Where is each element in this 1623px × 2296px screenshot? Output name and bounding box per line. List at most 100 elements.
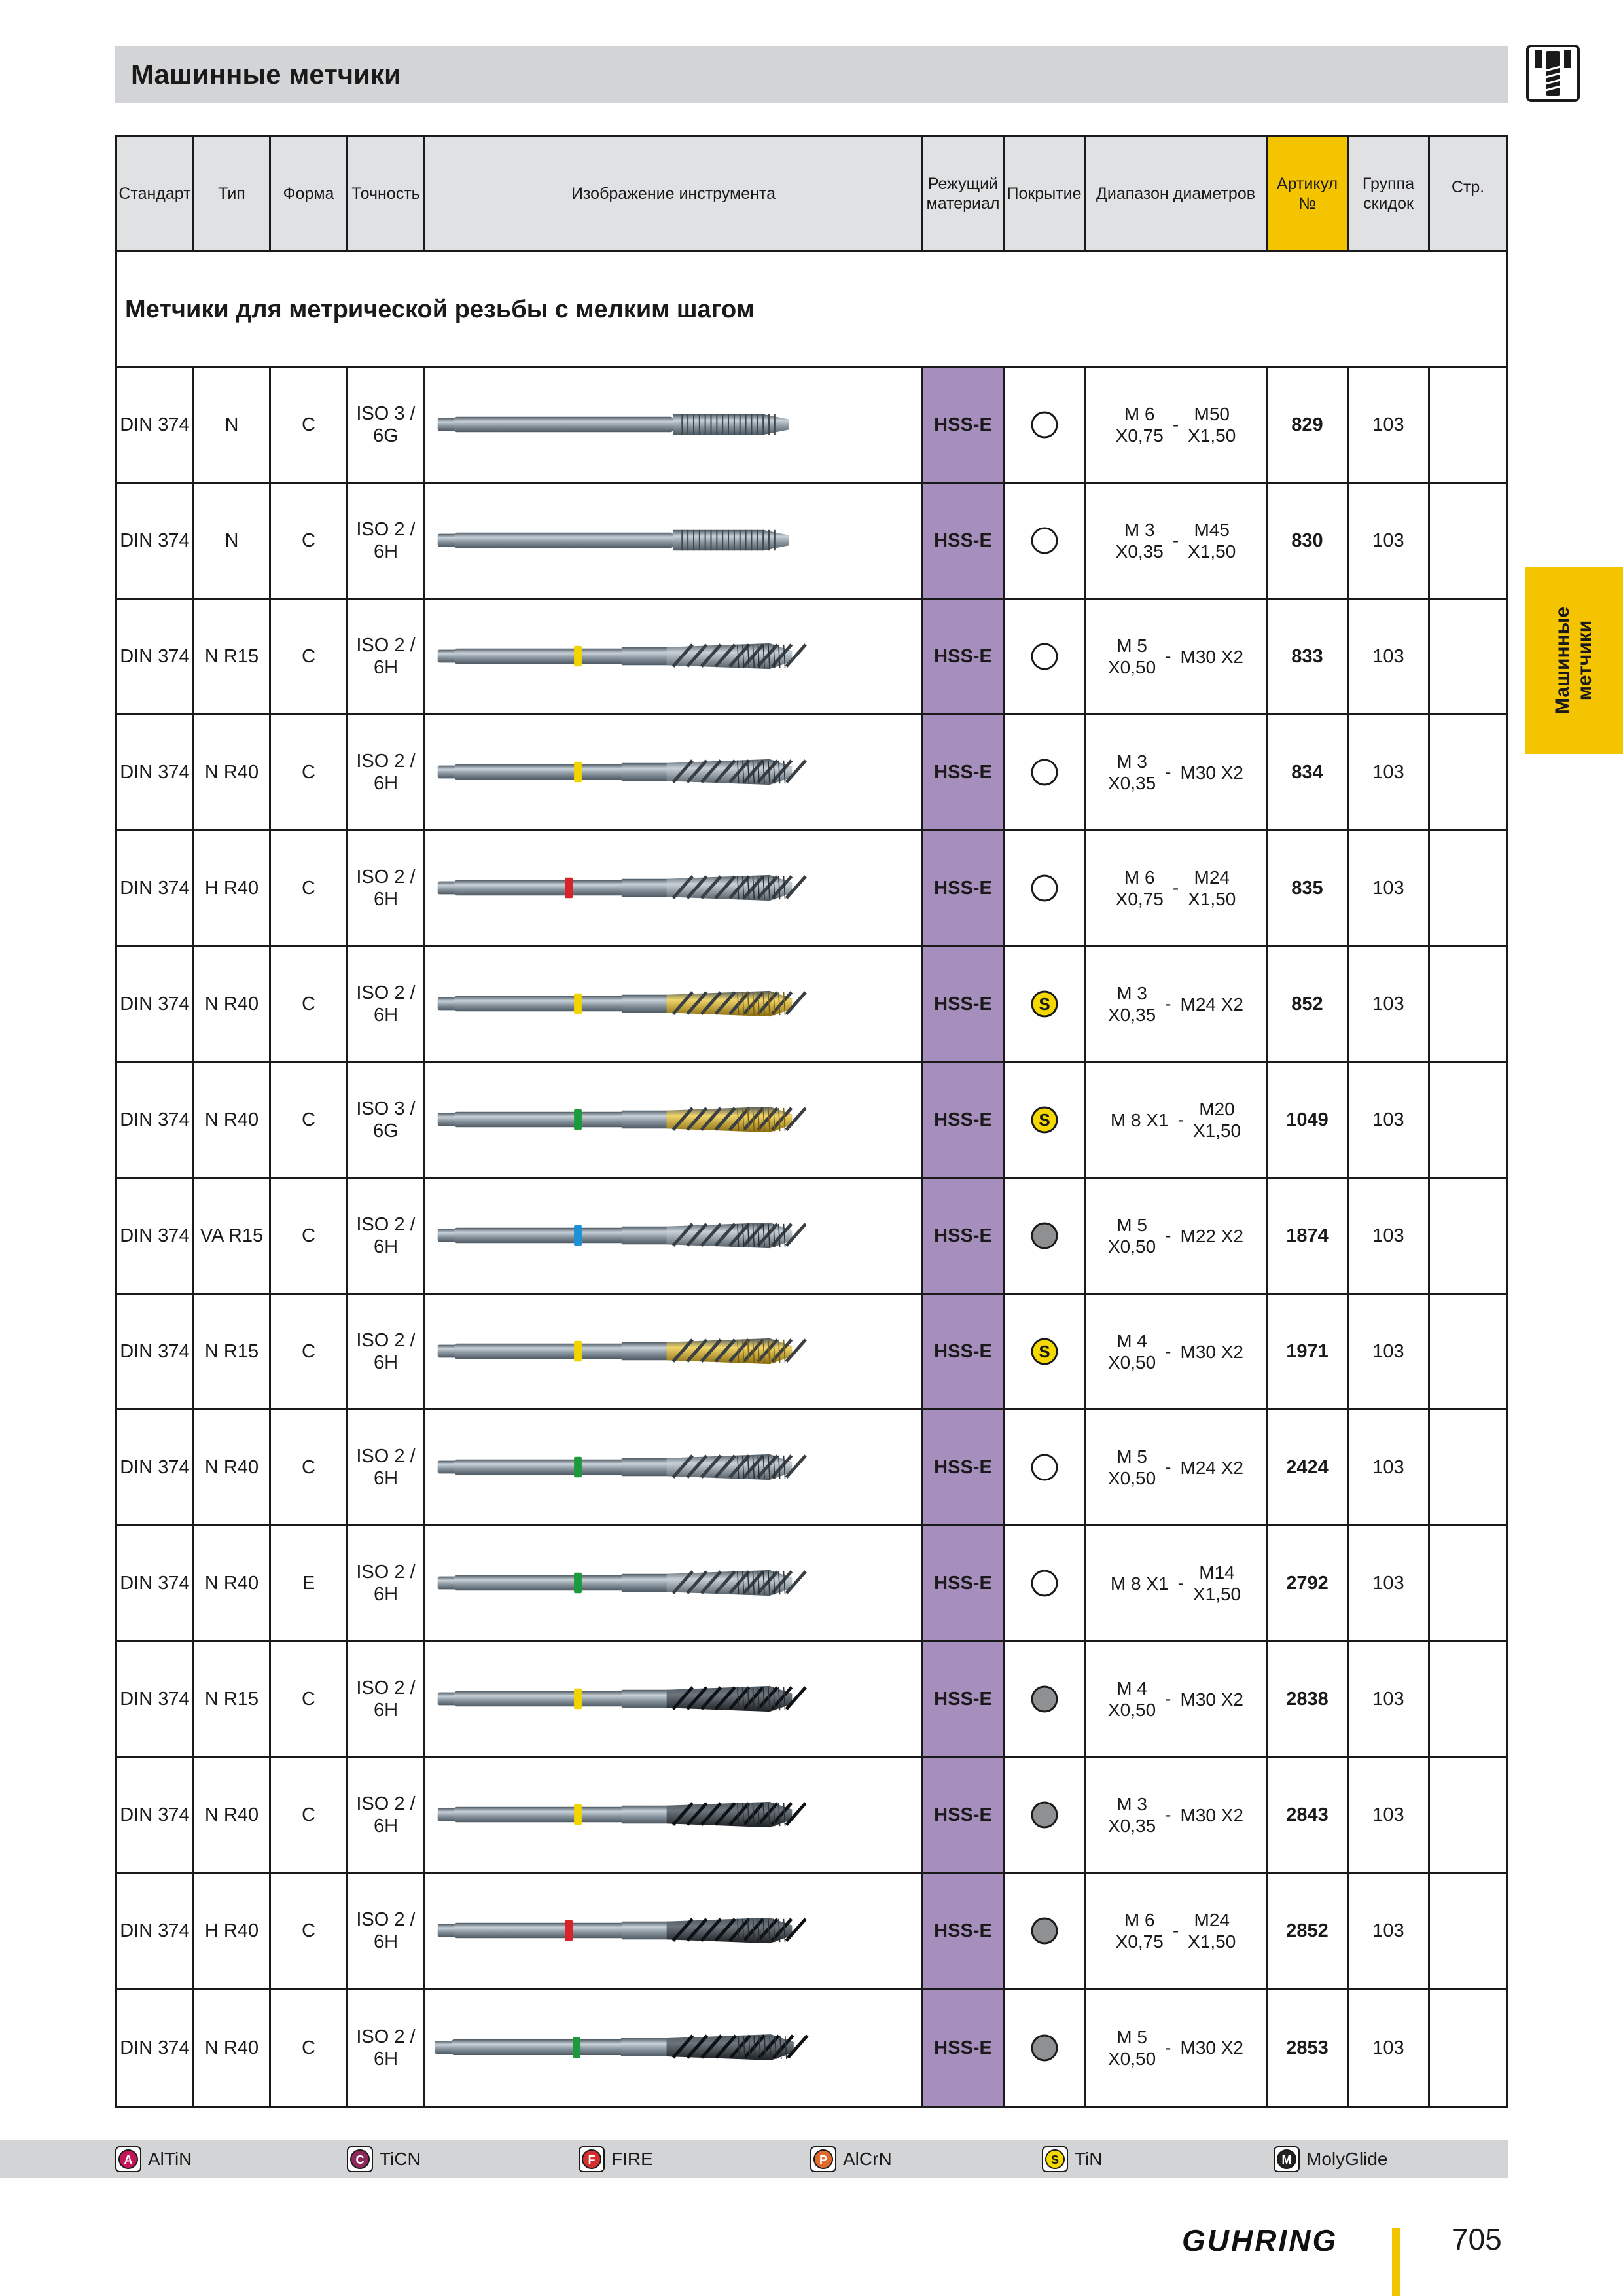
color-ring [574, 1109, 582, 1130]
cell-article: 830 [1268, 484, 1349, 598]
side-tab[interactable]: Машинные метчики [1525, 567, 1623, 754]
cell-standard: DIN 374 [117, 1295, 194, 1408]
cell-type: N R40 [194, 1758, 271, 1872]
brand-divider [1392, 2228, 1400, 2296]
table-row[interactable]: DIN 374 N R40 C ISO 2 /6H HSS-E M 5 X0,50 - … [117, 1990, 1506, 2106]
brand-logo: GUHRING [1182, 2223, 1338, 2257]
legend-item: F FIRE [579, 2140, 653, 2178]
coating-none-icon [1031, 1454, 1058, 1481]
product-table: Стандарт Тип Форма Точность Изображение … [115, 135, 1508, 2108]
table-row[interactable]: DIN 374 H R40 C ISO 2 /6H HSS-E M 6 X0,75 - … [117, 831, 1506, 947]
cell-precision: ISO 2 /6H [348, 1642, 425, 1756]
table-row[interactable]: DIN 374 N R40 C ISO 2 /6H HSS-E S M 3 X0,35 -… [117, 947, 1506, 1063]
cell-image [425, 715, 923, 829]
cell-standard: DIN 374 [117, 484, 194, 598]
cell-coating [1005, 1990, 1086, 2106]
tap-tool-image [437, 643, 807, 670]
coating-none-icon [1031, 527, 1058, 554]
table-row[interactable]: DIN 374 N R40 C ISO 2 /6H HSS-E M 5 X0,50 - … [117, 1410, 1506, 1526]
tap-tool-image [437, 529, 789, 551]
cell-precision: ISO 2 /6H [348, 947, 425, 1061]
cell-material: HSS-E [923, 1526, 1005, 1640]
cell-page [1430, 715, 1506, 829]
cell-discount: 103 [1349, 1179, 1430, 1293]
col-material: Режущий материал [923, 137, 1005, 250]
cell-form: C [271, 831, 348, 945]
tap-tool-image [437, 1106, 807, 1133]
cell-article: 834 [1268, 715, 1349, 829]
cell-discount: 103 [1349, 1642, 1430, 1756]
col-article: Артикул № [1268, 137, 1349, 250]
cell-page [1430, 368, 1506, 482]
table-row[interactable]: DIN 374 N C ISO 3 /6G HSS-E M 6 X0,75 - M50 X… [117, 368, 1506, 484]
cell-coating [1005, 1179, 1086, 1293]
table-row[interactable]: DIN 374 N R40 E ISO 2 /6H HSS-E M 8 X1 - M1… [117, 1526, 1506, 1642]
cell-material: HSS-E [923, 947, 1005, 1061]
cell-precision: ISO 2 /6H [348, 715, 425, 829]
table-row[interactable]: DIN 374 N R15 C ISO 2 /6H HSS-E S M 4 X0,50 -… [117, 1295, 1506, 1410]
cell-coating [1005, 1526, 1086, 1640]
coating-tin-icon: S [1042, 2146, 1068, 2172]
color-ring [574, 1340, 582, 1362]
cell-type: N R40 [194, 947, 271, 1061]
table-row[interactable]: DIN 374 H R40 C ISO 2 /6H HSS-E M 6 X0,75 - … [117, 1874, 1506, 1990]
cell-article: 2838 [1268, 1642, 1349, 1756]
cell-image [425, 947, 923, 1061]
cell-type: H R40 [194, 1874, 271, 1988]
cell-form: C [271, 600, 348, 713]
svg-text:M: M [1282, 2153, 1292, 2166]
cell-type: N R40 [194, 1063, 271, 1177]
table-row[interactable]: DIN 374 N R15 C ISO 2 /6H HSS-E M 4 X0,50 - … [117, 1642, 1506, 1758]
legend-item: A AlTiN [115, 2140, 192, 2178]
cell-form: C [271, 1874, 348, 1988]
tap-tool-image [437, 1338, 807, 1365]
cell-article: 1971 [1268, 1295, 1349, 1408]
table-row[interactable]: DIN 374 N R40 C ISO 2 /6H HSS-E M 3 X0,35 - … [117, 715, 1506, 831]
cell-article: 2424 [1268, 1410, 1349, 1524]
cell-article: 833 [1268, 600, 1349, 713]
table-row[interactable]: DIN 374 N R40 C ISO 2 /6H HSS-E M 3 X0,35 - … [117, 1758, 1506, 1874]
tap-tool-image [437, 990, 807, 1017]
cell-article: 1049 [1268, 1063, 1349, 1177]
cell-article: 835 [1268, 831, 1349, 945]
cell-diameter: M 3 X0,35 - M24 X2 [1086, 947, 1268, 1061]
cell-standard: DIN 374 [117, 1758, 194, 1872]
cell-type: VA R15 [194, 1179, 271, 1293]
cell-diameter: M 5 X0,50 - M30 X2 [1086, 1990, 1268, 2106]
cell-standard: DIN 374 [117, 1063, 194, 1177]
cell-material: HSS-E [923, 831, 1005, 945]
table-row[interactable]: DIN 374 N C ISO 2 /6H HSS-E M 3 X0,35 - M45 X… [117, 484, 1506, 600]
page-title: Машинные метчики [131, 59, 401, 90]
cell-discount: 103 [1349, 484, 1430, 598]
cell-coating [1005, 1642, 1086, 1756]
cell-coating [1005, 715, 1086, 829]
cell-standard: DIN 374 [117, 715, 194, 829]
table-row[interactable]: DIN 374 N R40 C ISO 3 /6G HSS-E S M 8 X1 - M… [117, 1063, 1506, 1179]
color-ring [574, 761, 582, 783]
table-row[interactable]: DIN 374 VA R15 C ISO 2 /6H HSS-E M 5 X0,50 -… [117, 1179, 1506, 1295]
coating-none-icon [1031, 411, 1058, 439]
cell-precision: ISO 3 /6G [348, 368, 425, 482]
side-tab-label: Машинные метчики [1552, 606, 1596, 715]
cell-page [1430, 484, 1506, 598]
legend-item: C TiCN [347, 2140, 421, 2178]
cell-coating [1005, 600, 1086, 713]
cell-precision: ISO 2 /6H [348, 1758, 425, 1872]
cell-discount: 103 [1349, 715, 1430, 829]
tap-tool-image [437, 1917, 807, 1944]
color-ring [574, 993, 582, 1014]
cell-discount: 103 [1349, 368, 1430, 482]
cell-discount: 103 [1349, 1758, 1430, 1872]
tap-tool-image [434, 2034, 809, 2060]
coating-none-icon [1031, 643, 1058, 670]
table-row[interactable]: DIN 374 N R15 C ISO 2 /6H HSS-E M 5 X0,50 - … [117, 600, 1506, 715]
cell-material: HSS-E [923, 1874, 1005, 1988]
cell-form: C [271, 1990, 348, 2106]
tap-icon [1526, 45, 1580, 102]
legend-label: AlTiN [148, 2149, 192, 2169]
cell-page [1430, 1179, 1506, 1293]
cell-form: C [271, 715, 348, 829]
cell-image [425, 1063, 923, 1177]
coating-none-icon [1031, 759, 1058, 786]
cell-coating [1005, 1758, 1086, 1872]
